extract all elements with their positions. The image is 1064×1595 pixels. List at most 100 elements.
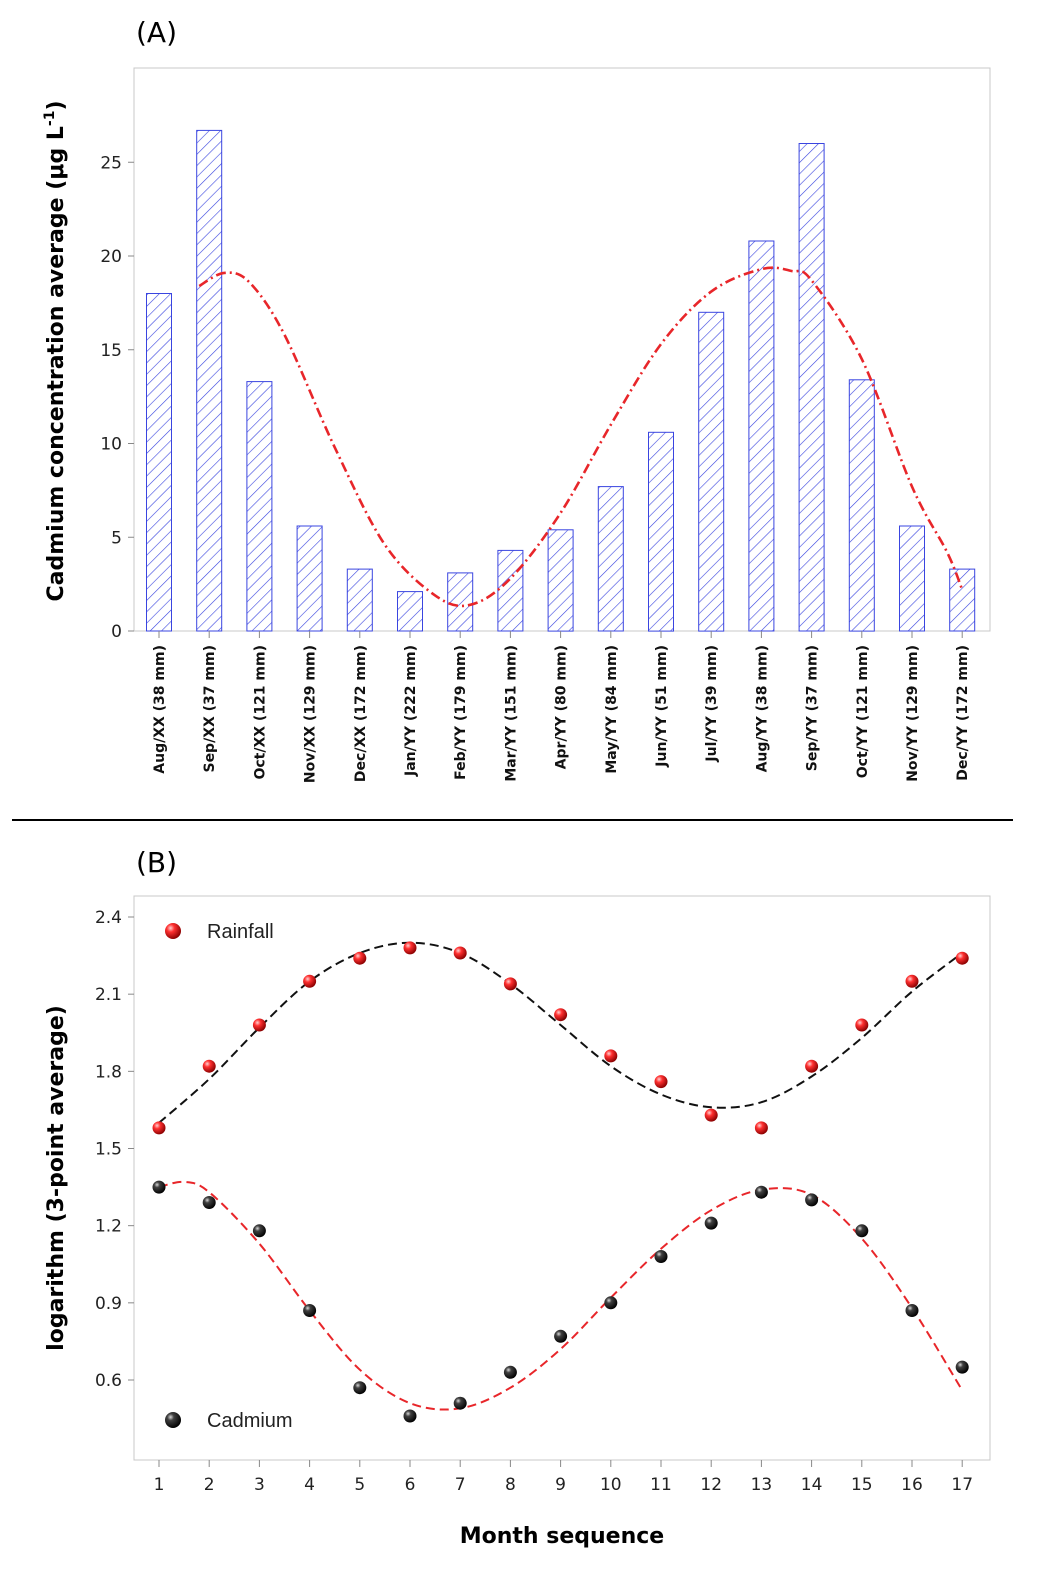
panel-b-x-tick-label: 14	[801, 1475, 823, 1495]
category-label-1: Aug/XX (38 mm)	[152, 645, 168, 774]
point-cadmium-12	[704, 1216, 718, 1230]
point-rainfall-8	[503, 977, 517, 991]
point-cadmium-7	[453, 1396, 467, 1410]
point-cadmium-1	[152, 1180, 166, 1194]
category-label-7: Feb/YY (179 mm)	[453, 645, 469, 780]
panel-b-x-tick-label: 6	[405, 1475, 416, 1495]
bar-16	[899, 525, 925, 632]
point-cadmium-10	[604, 1296, 618, 1310]
bar-4	[296, 525, 323, 632]
point-cadmium-13	[754, 1185, 768, 1199]
bar-8	[497, 549, 524, 632]
panel-b-y-tick-label: 1.5	[95, 1140, 122, 1160]
category-label-16: Nov/YY (129 mm)	[905, 645, 921, 782]
point-cadmium-17	[955, 1360, 969, 1374]
panel-a-label: (A)	[136, 16, 177, 49]
point-rainfall-3	[252, 1018, 266, 1032]
panel-b-x-tick-label: 4	[304, 1475, 315, 1495]
category-label-5: Dec/XX (172 mm)	[353, 645, 369, 782]
point-cadmium-3	[252, 1224, 266, 1238]
point-rainfall-6	[403, 941, 417, 955]
panel-b-x-tick-label: 1	[154, 1475, 165, 1495]
panel-b-x-tick-label: 10	[600, 1475, 622, 1495]
point-rainfall-12	[704, 1108, 718, 1122]
bar-15	[848, 379, 875, 632]
panel-b-x-tick-label: 8	[505, 1475, 516, 1495]
point-rainfall-13	[754, 1121, 768, 1135]
panel-a-y-tick-label: 20	[100, 247, 122, 267]
point-cadmium-2	[202, 1196, 216, 1209]
category-label-2: Sep/XX (37 mm)	[202, 645, 218, 773]
bar-17	[949, 568, 976, 632]
bar-3	[246, 381, 273, 632]
panel-b-x-tick-label: 16	[901, 1475, 923, 1495]
panel-a-fit-line	[198, 266, 964, 608]
panel-b-x-tick-label: 2	[204, 1475, 215, 1495]
point-rainfall-9	[554, 1008, 568, 1022]
point-cadmium-5	[353, 1381, 367, 1395]
fit-line-rainfall	[158, 941, 963, 1124]
panel-a-y-tick-label: 15	[100, 341, 122, 361]
panel-b-x-tick-label: 5	[354, 1475, 365, 1495]
panel-b-y-tick-label: 0.6	[95, 1371, 122, 1391]
point-rainfall-15	[855, 1018, 869, 1032]
panel-b-y-tick-label: 2.4	[95, 908, 122, 928]
panel-a-y-tick-label: 10	[100, 435, 122, 455]
category-label-14: Sep/YY (37 mm)	[805, 645, 821, 771]
point-rainfall-17	[955, 951, 969, 965]
panel-b-x-tick-label: 15	[851, 1475, 873, 1495]
point-rainfall-14	[805, 1059, 819, 1073]
category-label-11: Jun/YY (51 mm)	[654, 645, 670, 768]
point-rainfall-2	[202, 1059, 216, 1073]
panel-b-x-tick-label: 9	[555, 1475, 566, 1495]
panel-a-y-axis-title: Cadmium concentration average (μg L-1)	[42, 100, 69, 601]
legend-label-cadmium: Cadmium	[207, 1410, 293, 1432]
panel-b-x-tick-label: 7	[455, 1475, 466, 1495]
panel-a-y-tick-label: 25	[100, 153, 122, 173]
category-label-8: Mar/YY (151 mm)	[503, 645, 519, 782]
point-rainfall-16	[905, 974, 919, 988]
category-label-10: May/YY (84 mm)	[604, 645, 620, 774]
bar-14	[798, 143, 825, 632]
legend-label-rainfall: Rainfall	[207, 921, 274, 943]
panel-b-frame	[133, 895, 991, 1461]
category-label-15: Oct/YY (121 mm)	[855, 645, 871, 778]
bar-10	[597, 486, 624, 632]
panel-b-y-axis-title: logarithm (3-point average)	[44, 1005, 69, 1351]
legend-marker-rainfall	[165, 923, 181, 939]
bar-13	[748, 240, 775, 632]
point-rainfall-1	[152, 1121, 166, 1135]
panel-a-y-tick-label: 5	[111, 528, 122, 548]
panel-b-y-tick-label: 2.1	[95, 985, 122, 1005]
point-cadmium-4	[303, 1304, 317, 1317]
category-label-9: Apr/YY (80 mm)	[554, 645, 570, 769]
panel-b-y-tick-label: 1.2	[95, 1217, 122, 1237]
panel-b-x-tick-label: 11	[650, 1475, 672, 1495]
category-label-13: Aug/YY (38 mm)	[754, 645, 770, 772]
bar-1	[146, 293, 172, 632]
point-rainfall-7	[453, 946, 467, 960]
panel-b-y-tick-label: 0.9	[95, 1294, 122, 1314]
bar-11	[648, 431, 674, 632]
point-rainfall-5	[353, 951, 367, 965]
category-label-4: Nov/XX (129 mm)	[303, 645, 319, 783]
legend-marker-cadmium	[165, 1412, 181, 1428]
category-label-3: Oct/XX (121 mm)	[252, 645, 268, 780]
panel-b: (B) 0.60.91.21.51.82.12.4 1 2 3 4 5 6 7 8 9 10 11 1…	[44, 846, 991, 1549]
point-cadmium-8	[503, 1365, 517, 1379]
point-cadmium-9	[554, 1329, 568, 1343]
panel-b-x-tick-label: 12	[700, 1475, 722, 1495]
panel-b-y-tick-label: 1.8	[95, 1062, 122, 1082]
panel-a-y-tick-label: 0	[111, 622, 122, 642]
category-label-12: Jul/YY (39 mm)	[704, 645, 720, 763]
category-label-17: Dec/YY (172 mm)	[955, 645, 971, 781]
panel-a: (A) 0 5 10 15 20 25 Aug/XX (38 mm) Sep/XX (37 …	[42, 16, 991, 783]
point-cadmium-16	[905, 1304, 919, 1317]
category-label-6: Jan/YY (222 mm)	[403, 645, 419, 777]
point-cadmium-14	[805, 1193, 819, 1207]
point-rainfall-4	[303, 974, 317, 988]
bar-12	[698, 311, 725, 632]
panel-b-x-tick-label: 3	[254, 1475, 265, 1495]
point-rainfall-10	[604, 1049, 618, 1063]
panel-b-x-tick-label: 13	[751, 1475, 773, 1495]
